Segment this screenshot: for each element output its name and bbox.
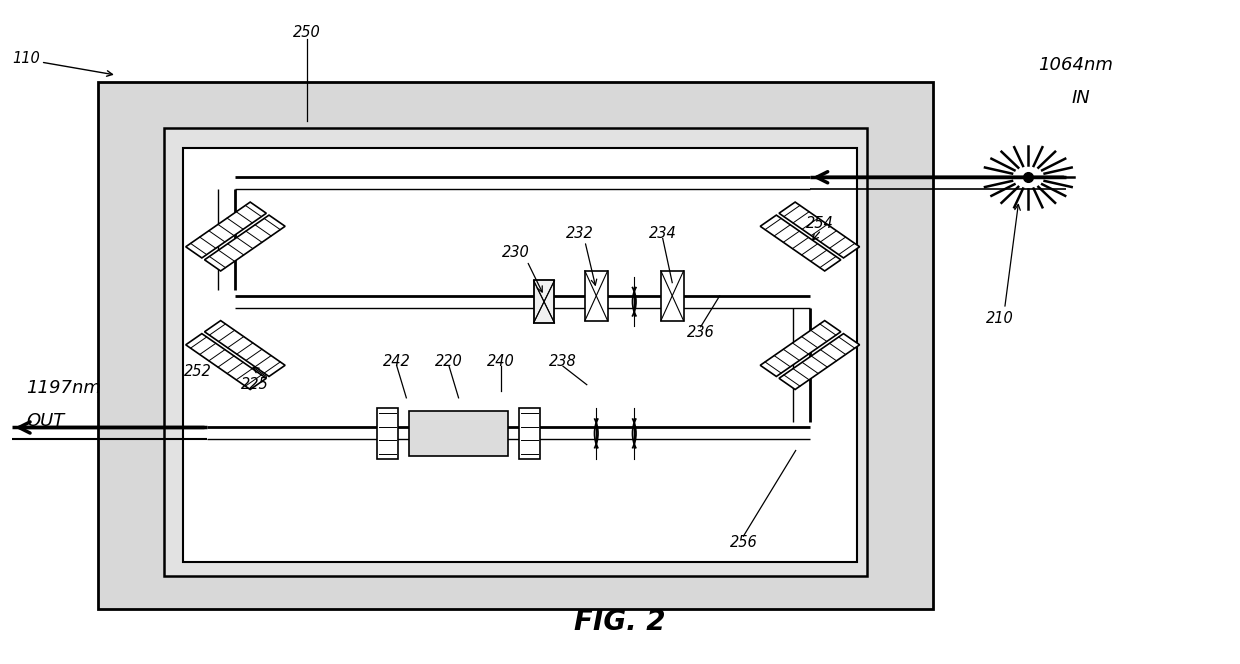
Text: 238: 238: [549, 354, 577, 369]
Text: IN: IN: [1071, 89, 1090, 108]
Text: 230: 230: [502, 246, 529, 260]
Bar: [585, 271, 608, 321]
Text: 240: 240: [487, 354, 515, 369]
Text: FIG. 2: FIG. 2: [574, 608, 666, 635]
Text: 252: 252: [184, 364, 211, 379]
Text: 236: 236: [687, 325, 714, 339]
Polygon shape: [205, 321, 285, 376]
Bar: [98, 82, 934, 608]
Bar: [661, 271, 683, 321]
Text: 250: 250: [293, 25, 320, 40]
Text: 110: 110: [12, 51, 41, 66]
Bar: [409, 411, 508, 456]
Polygon shape: [779, 202, 859, 258]
Text: 242: 242: [383, 354, 410, 369]
Polygon shape: [779, 333, 859, 390]
Text: 1064nm: 1064nm: [1038, 56, 1114, 74]
Text: 225: 225: [241, 377, 268, 392]
Text: 210: 210: [986, 311, 1014, 326]
Polygon shape: [186, 333, 267, 390]
Text: 234: 234: [649, 226, 677, 241]
Text: 220: 220: [435, 354, 463, 369]
Polygon shape: [760, 321, 841, 376]
Polygon shape: [760, 215, 841, 271]
Text: 232: 232: [567, 226, 594, 241]
Bar: [377, 408, 398, 459]
Polygon shape: [205, 215, 285, 271]
Bar: [184, 147, 857, 562]
Text: 1197nm: 1197nm: [26, 379, 102, 397]
Bar: [533, 280, 554, 323]
Bar: [164, 128, 867, 576]
Bar: [518, 408, 539, 459]
Polygon shape: [186, 202, 267, 258]
Text: 256: 256: [729, 535, 758, 550]
Text: 254: 254: [806, 216, 833, 231]
Text: OUT: OUT: [26, 412, 64, 430]
